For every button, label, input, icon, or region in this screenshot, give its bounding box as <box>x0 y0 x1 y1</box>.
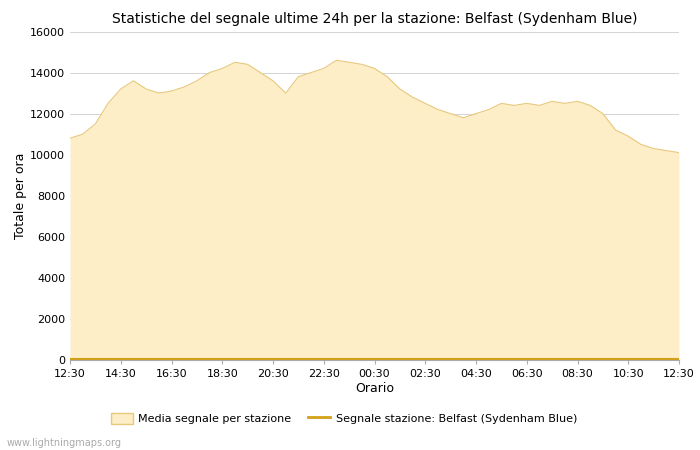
Title: Statistiche del segnale ultime 24h per la stazione: Belfast (Sydenham Blue): Statistiche del segnale ultime 24h per l… <box>112 12 637 26</box>
X-axis label: Orario: Orario <box>355 382 394 395</box>
Y-axis label: Totale per ora: Totale per ora <box>14 153 27 239</box>
Legend: Media segnale per stazione, Segnale stazione: Belfast (Sydenham Blue): Media segnale per stazione, Segnale staz… <box>106 408 582 428</box>
Text: www.lightningmaps.org: www.lightningmaps.org <box>7 438 122 448</box>
